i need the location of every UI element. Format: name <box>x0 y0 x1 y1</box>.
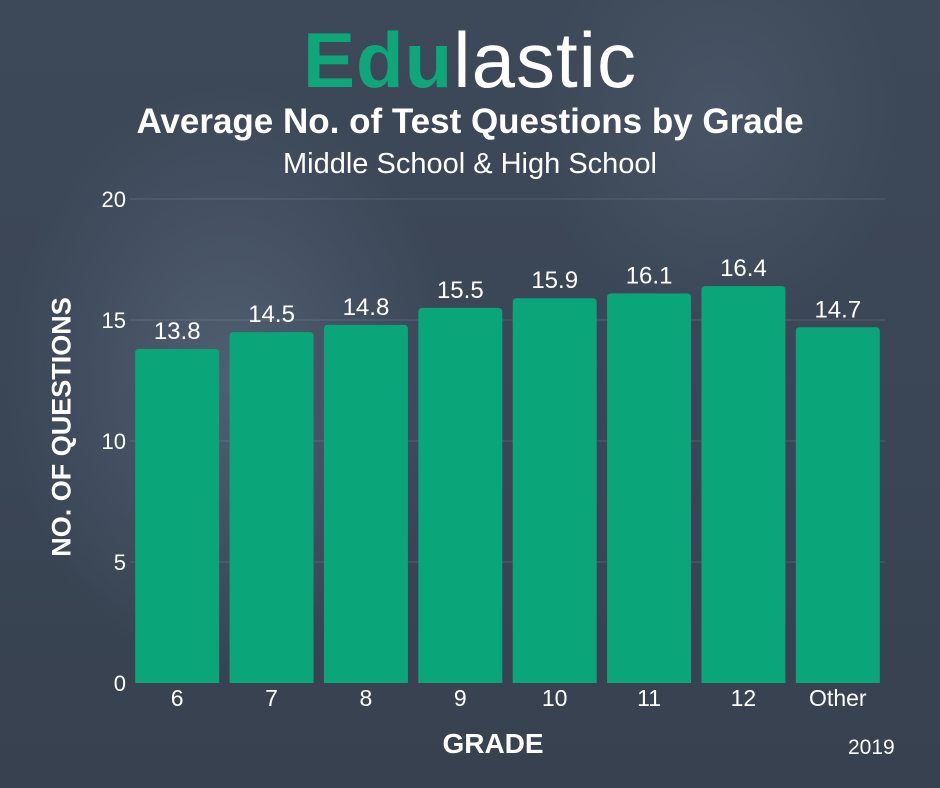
data-label: 14.8 <box>343 294 390 321</box>
y-tick-label: 5 <box>114 550 126 575</box>
bar <box>607 293 692 683</box>
chart-title: Average No. of Test Questions by Grade <box>136 102 804 141</box>
x-tick-label: 12 <box>731 685 757 711</box>
bar <box>135 349 220 683</box>
x-tick-label: Other <box>809 685 867 711</box>
data-label: 15.9 <box>531 267 578 294</box>
x-tick-label: 9 <box>454 685 467 711</box>
y-tick-label: 20 <box>102 187 126 212</box>
x-tick-label: 11 <box>637 685 661 711</box>
y-tick-label: 15 <box>102 308 126 333</box>
bar <box>229 332 314 683</box>
x-tick-label: 10 <box>542 685 568 711</box>
data-label: 14.5 <box>248 301 295 328</box>
x-tick-label: 8 <box>360 685 373 711</box>
logo-light-part: lastic <box>453 16 638 104</box>
year-label: 2019 <box>848 736 895 759</box>
data-label: 15.5 <box>437 277 484 304</box>
x-axis-label: GRADE <box>442 728 544 759</box>
data-label: 16.4 <box>720 255 767 282</box>
bar <box>795 327 880 683</box>
y-tick-label: 0 <box>114 671 126 696</box>
y-axis-label: NO. OF QUESTIONS <box>46 297 77 557</box>
data-label: 16.1 <box>626 262 673 289</box>
logo-bold-part: Edu <box>302 16 454 104</box>
y-tick-label: 10 <box>102 429 126 454</box>
x-tick-label: 7 <box>265 685 278 711</box>
bar <box>323 324 408 683</box>
bar <box>512 298 597 683</box>
bar <box>418 307 503 683</box>
data-label: 14.7 <box>814 296 861 323</box>
chart-subtitle: Middle School & High School <box>283 148 657 180</box>
edulastic-logo: Edulastic <box>0 18 940 102</box>
x-tick-label: 6 <box>171 685 184 711</box>
data-label: 13.8 <box>154 318 201 345</box>
bar <box>701 286 786 683</box>
